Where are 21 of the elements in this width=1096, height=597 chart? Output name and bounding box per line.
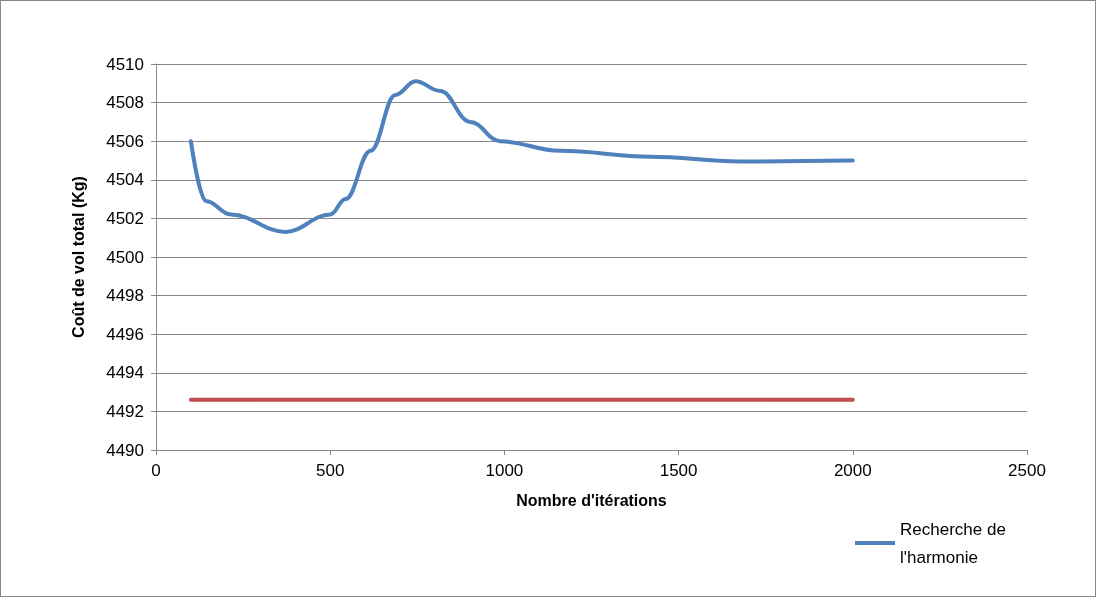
y-tick-label: 4508 bbox=[106, 93, 144, 113]
x-tick-label: 0 bbox=[151, 461, 161, 480]
legend-label: Recherche de l'harmonie bbox=[900, 519, 1011, 567]
y-tick-label: 4498 bbox=[106, 286, 144, 306]
y-tick-label: 4506 bbox=[106, 131, 144, 151]
x-tick-label: 2000 bbox=[833, 461, 872, 480]
y-tick-label: 4500 bbox=[106, 247, 144, 267]
x-tick-label: 1000 bbox=[485, 461, 524, 480]
y-tick-label: 4504 bbox=[106, 170, 144, 190]
y-tick-label: 4494 bbox=[106, 363, 144, 383]
x-tick-label: 500 bbox=[316, 461, 345, 480]
y-tick-label: 4492 bbox=[106, 401, 144, 421]
y-tick-label: 4510 bbox=[106, 54, 144, 74]
x-axis-title: Nombre d'itérations bbox=[516, 491, 667, 509]
y-tick-label: 4496 bbox=[106, 324, 144, 344]
x-tick-label: 2500 bbox=[1008, 461, 1046, 480]
line-series bbox=[188, 79, 855, 234]
y-tick-label: 4502 bbox=[106, 208, 144, 228]
y-tick-label: 4490 bbox=[106, 440, 144, 460]
y-axis-title: Coût de vol total (Kg) bbox=[69, 176, 87, 338]
x-tick-label: 1500 bbox=[659, 461, 698, 480]
